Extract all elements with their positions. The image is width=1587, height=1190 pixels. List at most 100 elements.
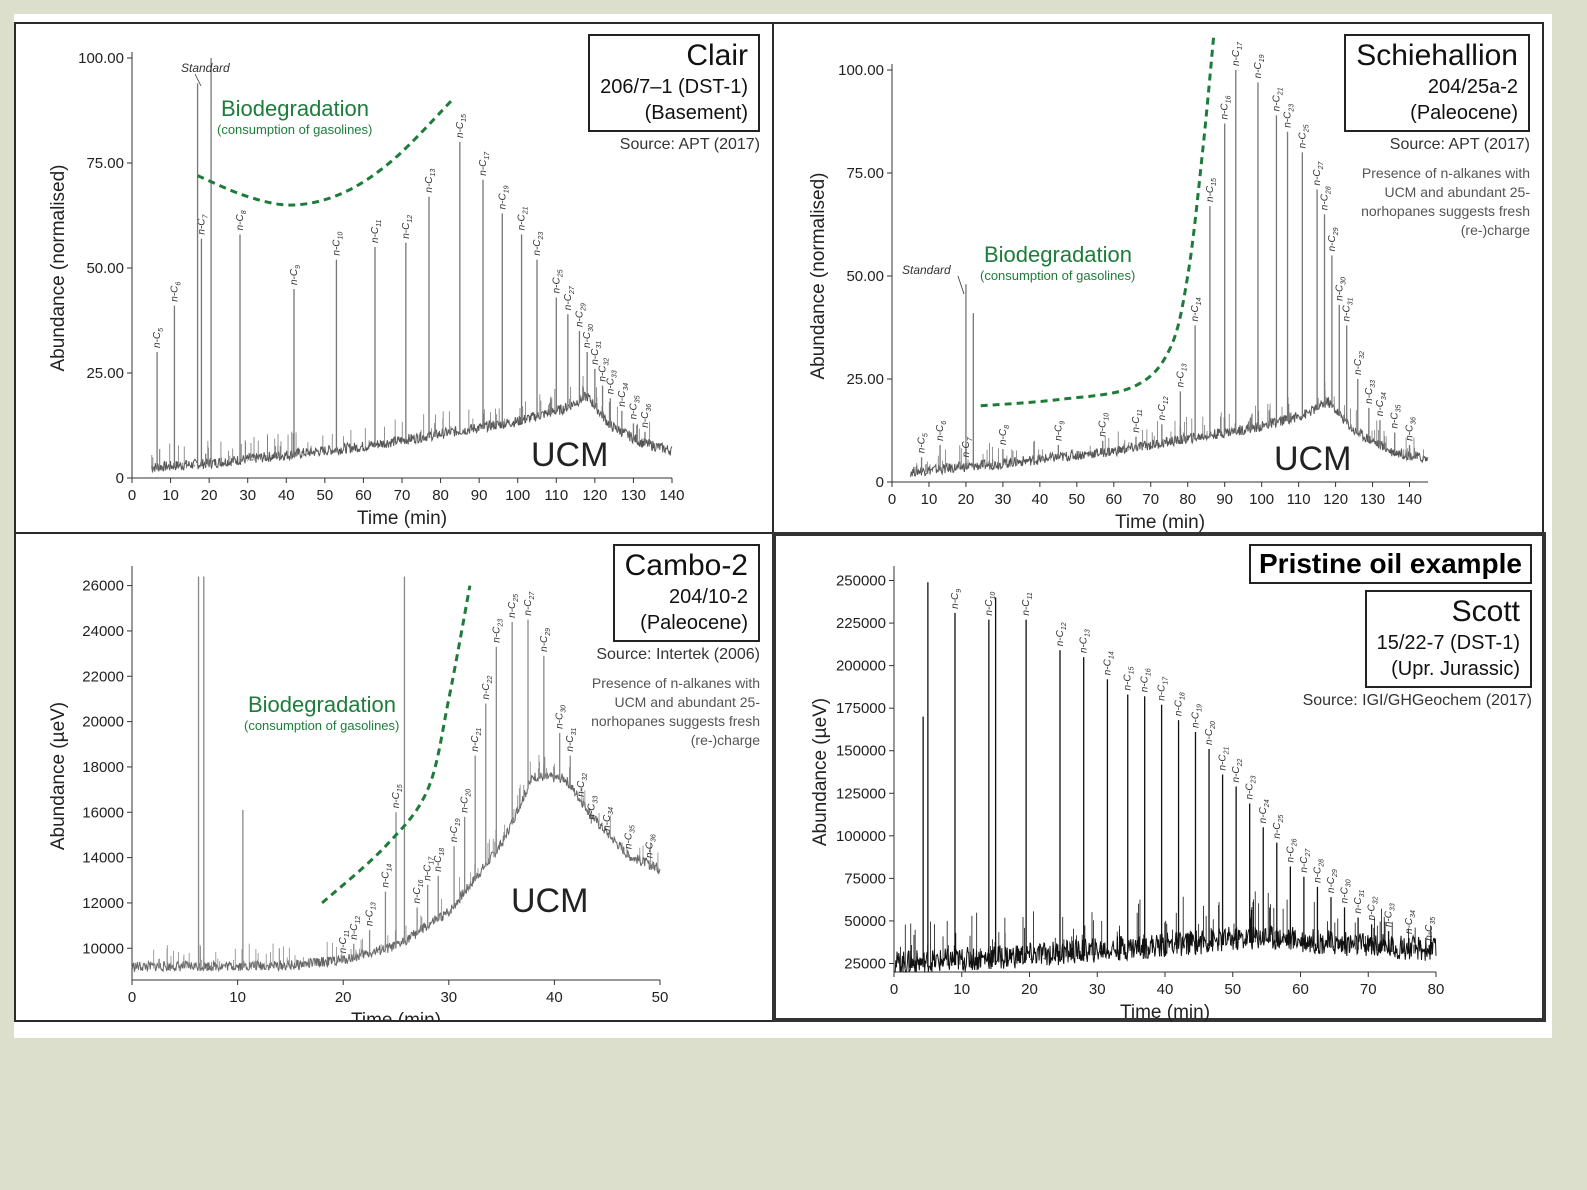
peak-label: n-C10 — [331, 232, 344, 256]
y-tick-label: 25000 — [844, 955, 886, 972]
x-tick-label: 10 — [921, 491, 938, 508]
x-tick-label: 50 — [1224, 981, 1241, 998]
biodegradation-title: Biodegradation — [984, 242, 1132, 267]
standard-label: Standard — [181, 61, 230, 75]
well-name: Cambo-2 — [624, 549, 748, 582]
peak-label: n-C19 — [497, 185, 510, 209]
x-tick-label: 30 — [995, 491, 1012, 508]
peak-label: n-C20 — [1204, 721, 1217, 745]
peak-label: n-C15 — [1205, 178, 1218, 202]
peak-label: n-C16 — [1140, 668, 1153, 692]
peak-label: n-C29 — [574, 303, 587, 327]
standard-pointer — [194, 73, 202, 87]
x-tick-label: 90 — [1216, 491, 1233, 508]
peak-label: n-C6 — [169, 282, 182, 302]
well-title-box: Scott 15/22-7 (DST-1) (Upr. Jurassic) — [1364, 590, 1532, 688]
x-tick-label: 20 — [335, 989, 352, 1006]
peak-label: n-C7 — [961, 436, 974, 457]
peak-label: n-C33 — [1384, 903, 1397, 927]
y-tick-label: 250000 — [836, 573, 886, 590]
x-tick-label: 100 — [1249, 491, 1274, 508]
x-tick-label: 70 — [394, 487, 411, 504]
y-tick-label: 50000 — [844, 913, 886, 930]
peak-label: n-C34 — [1404, 910, 1417, 934]
biodegradation-title: Biodegradation — [248, 692, 396, 717]
x-tick-label: 140 — [659, 487, 684, 504]
well-name: Scott — [1451, 595, 1520, 628]
source-credit: Source: APT (2017) — [619, 136, 760, 153]
peak-label: n-C13 — [1079, 629, 1092, 653]
peak-label: n-C6 — [935, 421, 948, 441]
y-axis-label: Abundance (normalised) — [48, 164, 69, 371]
x-tick-label: 10 — [229, 989, 246, 1006]
x-tick-label: 80 — [1428, 981, 1445, 998]
x-tick-label: 70 — [1360, 981, 1377, 998]
peak-label: n-C21 — [1218, 747, 1231, 771]
peak-label: n-C17 — [1231, 41, 1244, 66]
ucm-label: UCM — [1274, 440, 1351, 478]
peak-label: n-C13 — [365, 902, 378, 926]
biodegradation-curve — [196, 98, 454, 207]
peak-label: n-C27 — [1312, 160, 1325, 185]
x-tick-label: 0 — [128, 989, 136, 1006]
y-axis-label: Abundance (µeV) — [48, 702, 69, 850]
chart-panel-scott: 0 10 20 30 40 50 60 70 80 25000 50000 75000 100000 12… — [772, 532, 1546, 1022]
x-tick-label: 30 — [440, 989, 457, 1006]
y-tick-label: 125000 — [836, 785, 886, 802]
x-tick-label: 120 — [1323, 491, 1348, 508]
figure: 0 10 20 30 40 50 60 70 80 90 100 110 120 130 140 0 25.00… — [14, 14, 1552, 1038]
y-tick-label: 50.00 — [846, 268, 884, 285]
peak-label: n-C14 — [1190, 297, 1203, 321]
peak-label: n-C31 — [590, 341, 603, 365]
x-tick-label: 10 — [162, 487, 179, 504]
x-tick-label: 60 — [1105, 491, 1122, 508]
peak-label: n-C25 — [551, 269, 564, 293]
peak-label: n-C33 — [605, 370, 618, 394]
y-tick-label: 75.00 — [846, 165, 884, 182]
peak-label: n-C30 — [1340, 879, 1353, 903]
y-tick-label: 175000 — [836, 700, 886, 717]
source-credit: Source: Intertek (2006) — [596, 646, 760, 663]
peak-label: n-C18 — [433, 848, 446, 872]
biodegradation-subtitle: (consumption of gasolines) — [244, 718, 399, 733]
panel-info: Pristine oil example Scott 15/22-7 (DST-1)… — [1249, 544, 1532, 710]
y-tick-label: 10000 — [82, 940, 124, 957]
peak-label: n-C34 — [1375, 392, 1388, 416]
peak-label: n-C33 — [586, 796, 599, 820]
x-tick-label: 40 — [278, 487, 295, 504]
peak-label: n-C5 — [917, 433, 930, 453]
y-tick-label: 24000 — [82, 623, 124, 640]
peak-label: n-C22 — [481, 675, 494, 699]
peak-label: n-C26 — [1285, 838, 1298, 862]
source-credit: Source: IGI/GHGeochem (2017) — [1302, 692, 1532, 709]
peak-label: n-C13 — [1175, 363, 1188, 387]
peak-label: n-C13 — [424, 169, 437, 193]
well-detail-line: (Paleocene) — [640, 612, 748, 634]
x-tick-label: 50 — [652, 989, 669, 1006]
peak-label: n-C29 — [1326, 869, 1339, 893]
well-detail-line: 204/10-2 — [669, 586, 748, 608]
standard-pointer — [957, 275, 965, 295]
y-tick-label: 25.00 — [846, 371, 884, 388]
ucm-baseline — [150, 391, 673, 474]
peak-label: n-C11 — [1131, 409, 1144, 432]
peak-label: n-C28 — [1319, 186, 1332, 210]
panel-info: Cambo-2 204/10-2 (Paleocene) Source: Intert… — [560, 544, 760, 750]
x-tick-label: 30 — [239, 487, 256, 504]
well-detail-line: 204/25a-2 — [1427, 76, 1518, 98]
x-tick-label: 50 — [317, 487, 334, 504]
peak-label: n-C19 — [1253, 54, 1266, 78]
peak-label: n-C21 — [517, 206, 530, 230]
peak-label: n-C31 — [1342, 297, 1355, 321]
peak-label: n-C11 — [1021, 592, 1034, 615]
x-tick-label: 40 — [1157, 981, 1174, 998]
peak-label: n-C29 — [539, 628, 552, 652]
panel-info: Schiehallion 204/25a-2 (Paleocene) Source: … — [1330, 34, 1530, 240]
peak-label: n-C27 — [523, 591, 536, 616]
y-tick-label: 75000 — [844, 870, 886, 887]
peak-label: n-C19 — [1190, 704, 1203, 728]
peak-label: n-C21 — [470, 728, 483, 752]
peak-label: n-C23 — [1283, 104, 1296, 128]
well-title-box: Schiehallion 204/25a-2 (Paleocene) — [1344, 34, 1530, 132]
chart-svg-clair: 0 10 20 30 40 50 60 70 80 90 100 110 120 130 140 0 25.00… — [48, 50, 685, 529]
